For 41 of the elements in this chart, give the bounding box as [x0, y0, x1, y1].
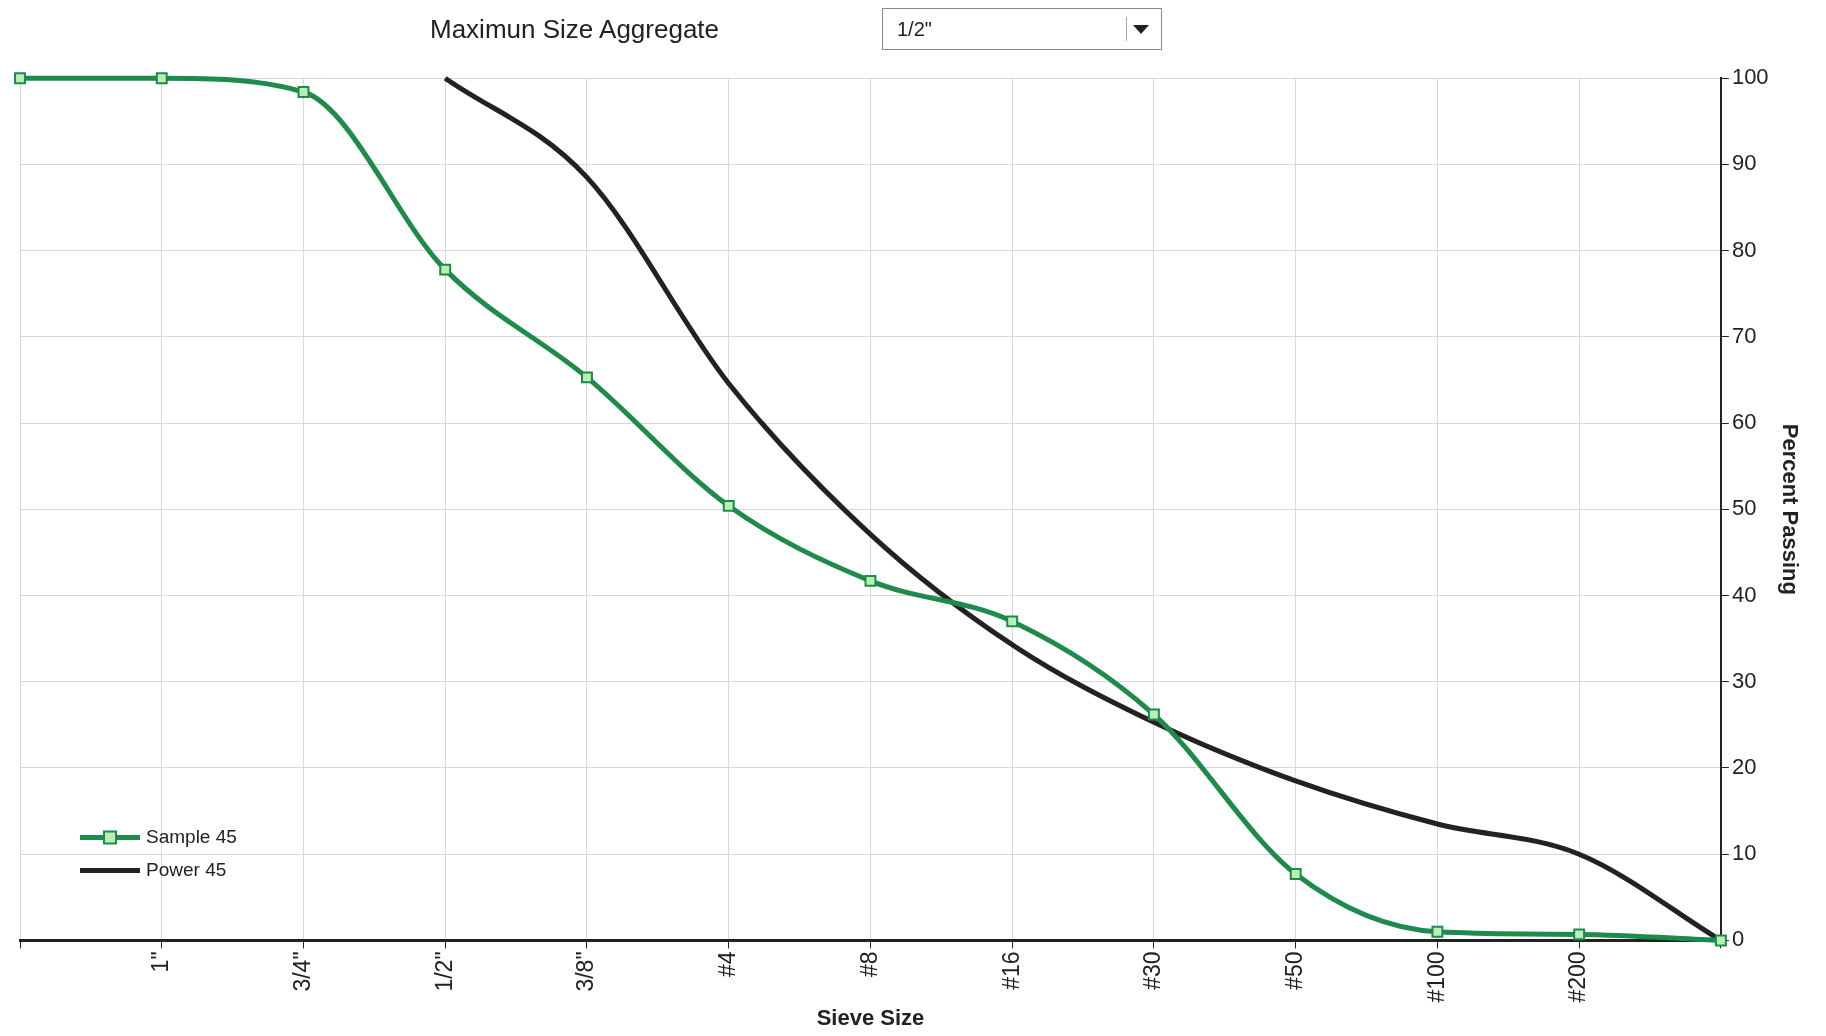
point: [581, 371, 593, 384]
point: [1147, 708, 1160, 721]
point: [722, 499, 735, 512]
y-axis-title: Percent Passing: [1777, 423, 1803, 595]
legend-label: Power 45: [146, 858, 227, 880]
y-tick-label: 60: [1731, 409, 1757, 435]
point: [1289, 868, 1302, 880]
y-tick-label: 0: [1731, 926, 1745, 952]
point: [439, 263, 452, 276]
x-tick-label: #30: [1139, 951, 1166, 990]
point: [297, 86, 310, 98]
y-tick-label: 100: [1731, 64, 1769, 90]
x-tick-label: 3/8": [572, 951, 599, 992]
point: [1431, 925, 1444, 938]
y-tick-label: 20: [1731, 754, 1757, 780]
x-tick-label: 1/2": [430, 951, 457, 992]
x-tick-label: #4: [714, 951, 741, 978]
y-tick-label: 40: [1731, 581, 1757, 607]
y-tick-label: 80: [1731, 236, 1757, 262]
x-axis-title: Sieve Size: [816, 1004, 925, 1030]
point: [14, 72, 26, 85]
point: [1006, 615, 1019, 628]
x-tick-label: 3/4": [288, 951, 315, 992]
y-tick-label: 70: [1731, 322, 1757, 348]
x-tick-label: #50: [1281, 951, 1308, 990]
point: [864, 574, 877, 587]
x-tick-label: #200: [1564, 951, 1591, 1003]
point: [155, 72, 168, 85]
x-tick-label: #100: [1422, 951, 1449, 1003]
x-tick-label: #16: [997, 951, 1024, 990]
chart-title: Maximun Size Aggregate: [430, 14, 720, 45]
chart-subtitle: 1/2": [897, 18, 932, 40]
x-tick-label: #8: [855, 951, 882, 978]
point: [1573, 928, 1586, 941]
y-tick-label: 90: [1731, 150, 1757, 176]
dropdown-field: 1/2": [882, 8, 1162, 50]
y-tick-label: 30: [1731, 667, 1757, 693]
y-tick-label: 50: [1731, 495, 1757, 521]
legend-label: Sample 45: [146, 825, 237, 847]
y-tick-label: 10: [1731, 840, 1757, 866]
x-tick-label: 1": [147, 951, 174, 973]
